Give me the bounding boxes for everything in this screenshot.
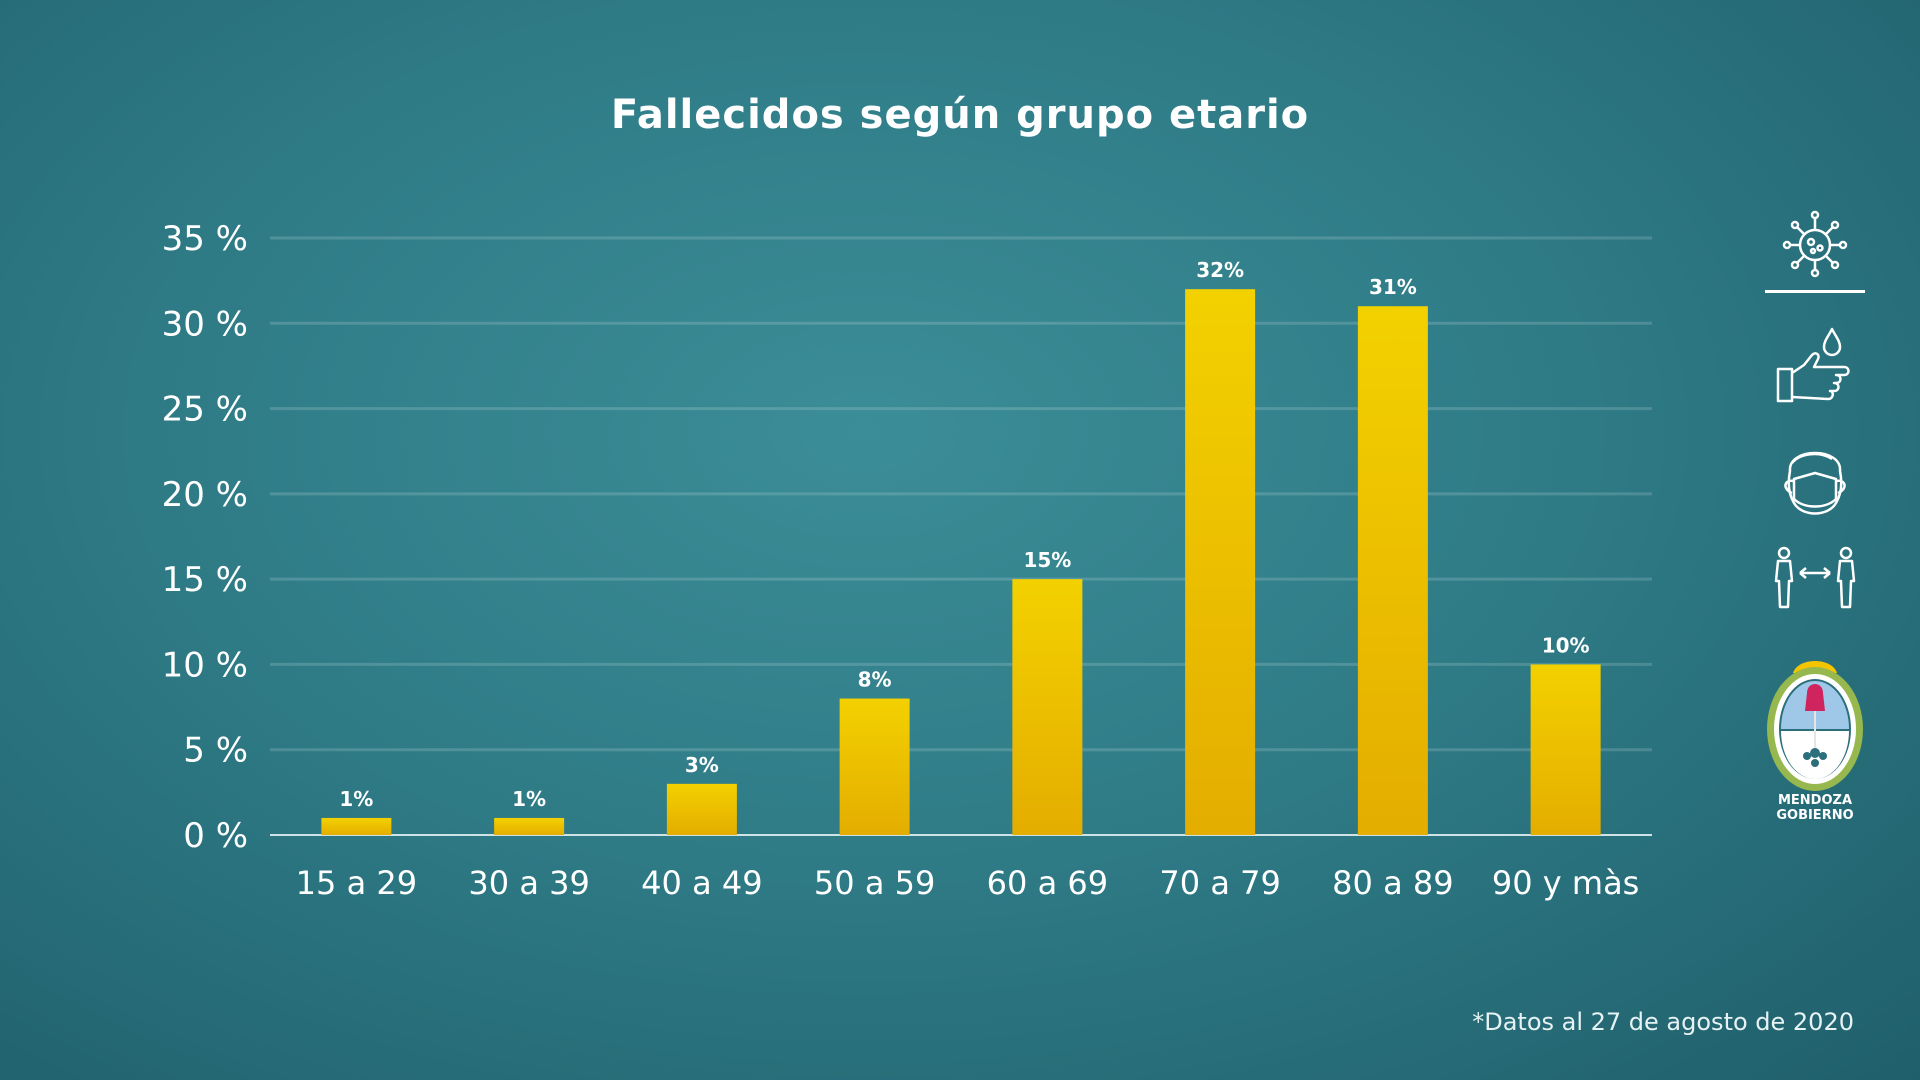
x-tick-label: 70 a 79 — [1159, 864, 1280, 902]
handwash-icon — [1776, 327, 1850, 403]
y-tick-label: 15 % — [162, 560, 248, 600]
bars — [321, 289, 1601, 836]
y-tick-label: 35 % — [162, 219, 248, 259]
bar-value-label: 8% — [858, 668, 892, 692]
y-tick-label: 25 % — [162, 390, 248, 430]
bar — [1012, 579, 1083, 835]
x-tick-label: 15 a 29 — [296, 864, 417, 902]
x-tick-label: 80 a 89 — [1332, 864, 1453, 902]
logo-name: MENDOZA — [1777, 793, 1853, 808]
bar — [1185, 289, 1256, 836]
x-tick-label: 90 y màs — [1492, 864, 1639, 902]
x-tick-label: 50 a 59 — [814, 864, 935, 902]
face-mask-icon — [1784, 451, 1846, 515]
bar — [666, 783, 737, 835]
chart-title: Fallecidos según grupo etario — [610, 92, 1310, 138]
y-tick-label: 0 % — [183, 816, 248, 856]
footnote: *Datos al 27 de agosto de 2020 — [1472, 1008, 1854, 1036]
mendoza-coat-of-arms-logo — [1767, 661, 1863, 791]
bar-value-label: 15% — [1023, 548, 1071, 572]
virus-icon — [1782, 210, 1848, 278]
bar — [1530, 664, 1601, 835]
bar-value-label: 1% — [339, 787, 373, 811]
grid-lines — [270, 236, 1652, 836]
bar — [1357, 306, 1428, 835]
bar — [494, 817, 565, 835]
x-tick-label: 40 a 49 — [641, 864, 762, 902]
bar-value-label: 3% — [685, 753, 719, 777]
bar-value-label: 1% — [512, 787, 546, 811]
bar-value-label: 32% — [1196, 258, 1244, 282]
bar — [839, 698, 910, 835]
divider — [1765, 290, 1865, 293]
bar-value-label: 31% — [1369, 275, 1417, 299]
x-axis-ticks: 15 a 29 30 a 39 40 a 49 50 a 59 60 a 69 70 a … — [296, 864, 1640, 902]
y-tick-label: 20 % — [162, 475, 248, 515]
logo-subtitle: GOBIERNO — [1776, 808, 1854, 823]
x-tick-label: 30 a 39 — [468, 864, 589, 902]
social-distance-icon — [1774, 546, 1856, 609]
bar-value-label: 10% — [1542, 633, 1590, 657]
y-tick-label: 10 % — [162, 645, 248, 685]
x-tick-label: 60 a 69 — [987, 864, 1108, 902]
y-tick-label: 30 % — [162, 304, 248, 344]
bar — [321, 817, 392, 835]
y-tick-label: 5 % — [183, 731, 248, 771]
y-axis-ticks: 0 % 5 % 10 % 15 % 20 % 25 % 30 % 35 % — [162, 219, 248, 856]
value-labels: 1% 1% 3% 8% 15% 32% 31% 10% — [339, 258, 1589, 811]
side-icon-panel: MENDOZA GOBIERNO — [1760, 200, 1870, 823]
